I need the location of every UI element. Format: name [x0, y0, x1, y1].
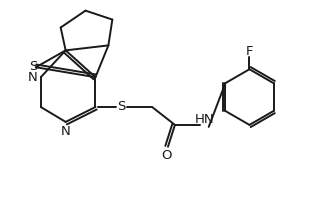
- Text: S: S: [29, 60, 37, 73]
- Text: F: F: [246, 45, 253, 58]
- Text: S: S: [117, 100, 125, 112]
- Text: O: O: [162, 149, 172, 162]
- Text: N: N: [28, 71, 38, 84]
- Text: N: N: [61, 125, 71, 138]
- Text: HN: HN: [195, 114, 214, 126]
